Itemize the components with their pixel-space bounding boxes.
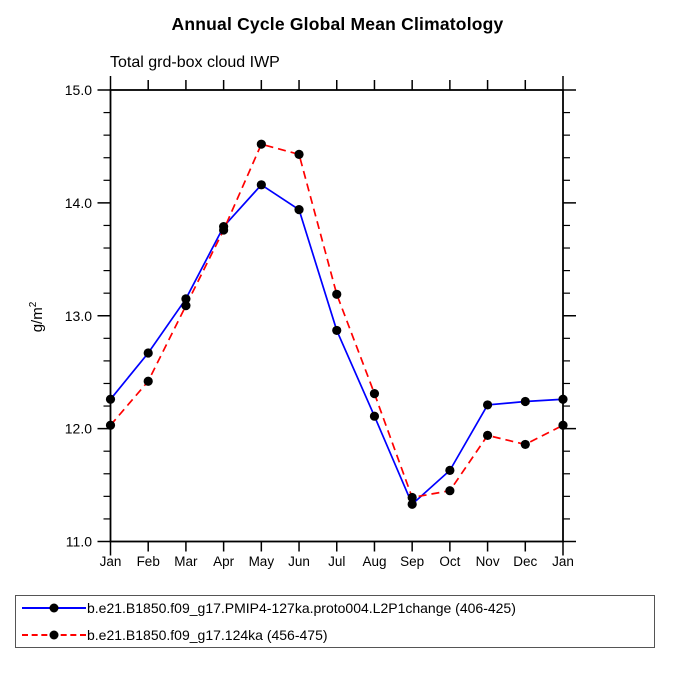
svg-text:Feb: Feb	[137, 554, 160, 569]
svg-text:11.0: 11.0	[66, 534, 92, 550]
svg-text:Jul: Jul	[328, 554, 345, 569]
legend-marker-dot-icon	[49, 603, 59, 613]
line-chart-plot-area: Jan Feb Mar Apr May Jun Jul Aug Sep Oct Nov Dec Jan 1…	[65, 76, 576, 569]
legend-label-series-2: b.e21.B1850.f09_g17.124ka (456-475)	[87, 627, 328, 643]
chart-subtitle: Total grd-box cloud IWP	[110, 54, 280, 71]
svg-text:Jan: Jan	[552, 554, 574, 569]
svg-text:Sep: Sep	[400, 554, 424, 569]
legend-item-series-2: b.e21.B1850.f09_g17.124ka (456-475)	[16, 623, 654, 647]
svg-text:Jan: Jan	[100, 554, 122, 569]
legend-label-series-1: b.e21.B1850.f09_g17.PMIP4-127ka.proto004…	[87, 600, 516, 616]
svg-text:Aug: Aug	[362, 554, 386, 569]
svg-text:Nov: Nov	[476, 554, 500, 569]
svg-text:Dec: Dec	[513, 554, 537, 569]
svg-text:May: May	[249, 554, 275, 569]
legend-line-sample-red-dashed	[22, 630, 86, 640]
svg-text:15.0: 15.0	[65, 82, 92, 98]
svg-text:Mar: Mar	[174, 554, 198, 569]
chart-title: Annual Cycle Global Mean Climatology	[171, 14, 504, 34]
legend-marker-dot-icon	[49, 630, 59, 640]
legend-line-sample-blue-solid	[22, 603, 86, 613]
svg-text:14.0: 14.0	[65, 195, 92, 211]
svg-text:Oct: Oct	[439, 554, 460, 569]
svg-text:Jun: Jun	[288, 554, 310, 569]
legend-item-series-1: b.e21.B1850.f09_g17.PMIP4-127ka.proto004…	[16, 596, 654, 620]
svg-text:13.0: 13.0	[65, 308, 92, 324]
svg-text:Apr: Apr	[213, 554, 235, 569]
svg-text:12.0: 12.0	[65, 421, 92, 437]
chart-legend: b.e21.B1850.f09_g17.PMIP4-127ka.proto004…	[15, 595, 655, 648]
